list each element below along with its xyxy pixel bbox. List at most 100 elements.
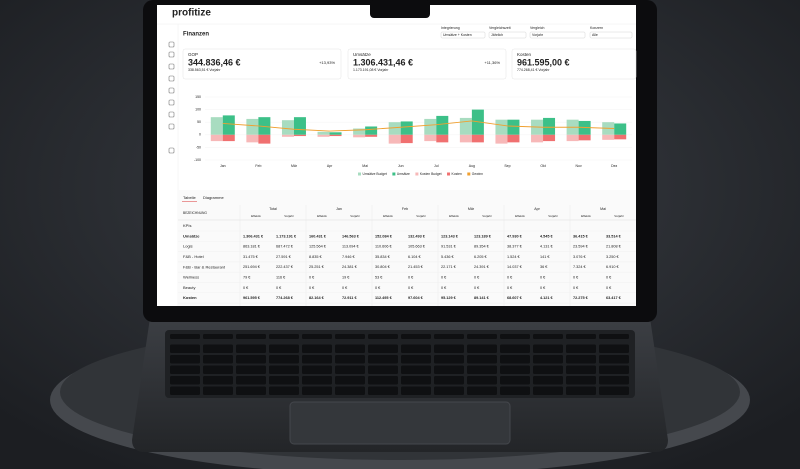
filter-dropdown[interactable]: [488, 31, 527, 39]
cell: 0 €: [276, 286, 282, 290]
y-tick-label: 50: [197, 120, 201, 124]
row-label: Logis: [183, 244, 193, 249]
key: [434, 355, 464, 364]
key: [434, 334, 464, 339]
row-label: Umsätze: [183, 233, 200, 238]
cell: 4.545 €: [540, 234, 554, 238]
cell: 21.453 €: [408, 265, 424, 269]
sub-header: Vorjahr: [284, 214, 294, 218]
sidebar-icon[interactable]: [168, 111, 175, 118]
key: [236, 344, 266, 353]
cell: 961.595 €: [243, 296, 261, 300]
key: [566, 376, 596, 385]
key: [467, 355, 497, 364]
cell: 24.391 €: [474, 265, 490, 269]
cell: 5.436 €: [441, 255, 455, 259]
key: [368, 355, 398, 364]
cell: 1.306.431 €: [243, 234, 264, 238]
table-corner: BEZEICHNUNG: [183, 211, 207, 215]
sidebar-icon[interactable]: [168, 123, 175, 130]
logo: profitize: [172, 8, 211, 19]
key: [203, 376, 233, 385]
key: [467, 365, 497, 374]
bar: [531, 134, 544, 143]
sidebar-icon[interactable]: [168, 99, 175, 106]
group-header: Total: [269, 207, 277, 211]
sidebar-icon[interactable]: [168, 63, 175, 70]
tab[interactable]: Tabelle: [183, 195, 196, 200]
sidebar-icon[interactable]: [168, 41, 175, 48]
kpi-card: [511, 48, 637, 80]
sub-header: Vorjahr: [350, 214, 360, 218]
filter-value: Vorjahr: [532, 33, 544, 37]
tab[interactable]: Diagramme: [203, 195, 224, 200]
kpi-card: [182, 48, 342, 80]
bar: [495, 134, 508, 144]
bar: [281, 134, 294, 137]
cell: 105.663 €: [408, 245, 426, 249]
sub-header: Effektiv: [515, 214, 525, 218]
key: [566, 344, 596, 353]
bar: [281, 120, 294, 135]
bar: [353, 134, 366, 138]
legend-swatch: [358, 172, 361, 176]
filter-value: Jährlich: [491, 33, 503, 37]
key: [467, 334, 497, 339]
key: [401, 386, 431, 395]
key: [467, 344, 497, 353]
key: [203, 334, 233, 339]
key: [335, 334, 365, 339]
x-tick-label: Okt: [540, 164, 545, 168]
filter-dropdown[interactable]: [440, 31, 486, 39]
row-label: F&B - Hotel: [183, 254, 204, 259]
sidebar-icon[interactable]: [168, 87, 175, 94]
cell: 24.381 €: [342, 265, 358, 269]
key: [401, 355, 431, 364]
keyboard: [170, 334, 629, 395]
sidebar-icon[interactable]: [168, 75, 175, 82]
kpi-value: 961.595,00 €: [517, 57, 570, 67]
cell: 6.205 €: [474, 255, 488, 259]
bar: [424, 118, 437, 135]
cell: 72.275 €: [573, 296, 589, 300]
group-header: Feb: [402, 207, 408, 211]
filter-dropdown[interactable]: [529, 31, 586, 39]
key: [170, 386, 200, 395]
cell: 123.143 €: [441, 234, 459, 238]
key: [302, 334, 332, 339]
cell: 35.834 €: [375, 255, 391, 259]
legend-label: Gewinn: [472, 172, 483, 176]
filter-label: Konzern: [590, 26, 603, 30]
sub-header: Vorjahr: [482, 214, 492, 218]
cell: 0 €: [408, 276, 414, 280]
filter-dropdown[interactable]: [589, 31, 633, 39]
legend-label: Kosten: [452, 172, 462, 176]
bar: [353, 128, 366, 135]
key: [203, 365, 233, 374]
key: [401, 365, 431, 374]
bar: [222, 115, 235, 135]
kpi-change: +11,36%: [484, 60, 500, 65]
sidebar-icon[interactable]: [168, 51, 175, 58]
bar: [365, 134, 378, 137]
key: [170, 334, 200, 339]
cell: 123.189 €: [474, 234, 492, 238]
cell: 23.594 €: [573, 245, 589, 249]
cell: 774.268 €: [276, 296, 294, 300]
sidebar-icon[interactable]: [168, 147, 175, 154]
bar: [400, 121, 413, 135]
cell: 95.129 €: [441, 296, 457, 300]
filter-label: Vergleich: [530, 26, 544, 30]
kpi-label: GOP: [188, 52, 198, 57]
key: [236, 355, 266, 364]
cell: 125.564 €: [309, 245, 327, 249]
bar: [543, 134, 556, 142]
bar: [388, 134, 401, 144]
key: [566, 386, 596, 395]
bar: [459, 117, 472, 135]
page-title: Finanzen: [183, 32, 209, 38]
key: [170, 365, 200, 374]
row-label: KPIs: [183, 223, 191, 228]
key: [269, 355, 299, 364]
bar: [507, 134, 520, 143]
